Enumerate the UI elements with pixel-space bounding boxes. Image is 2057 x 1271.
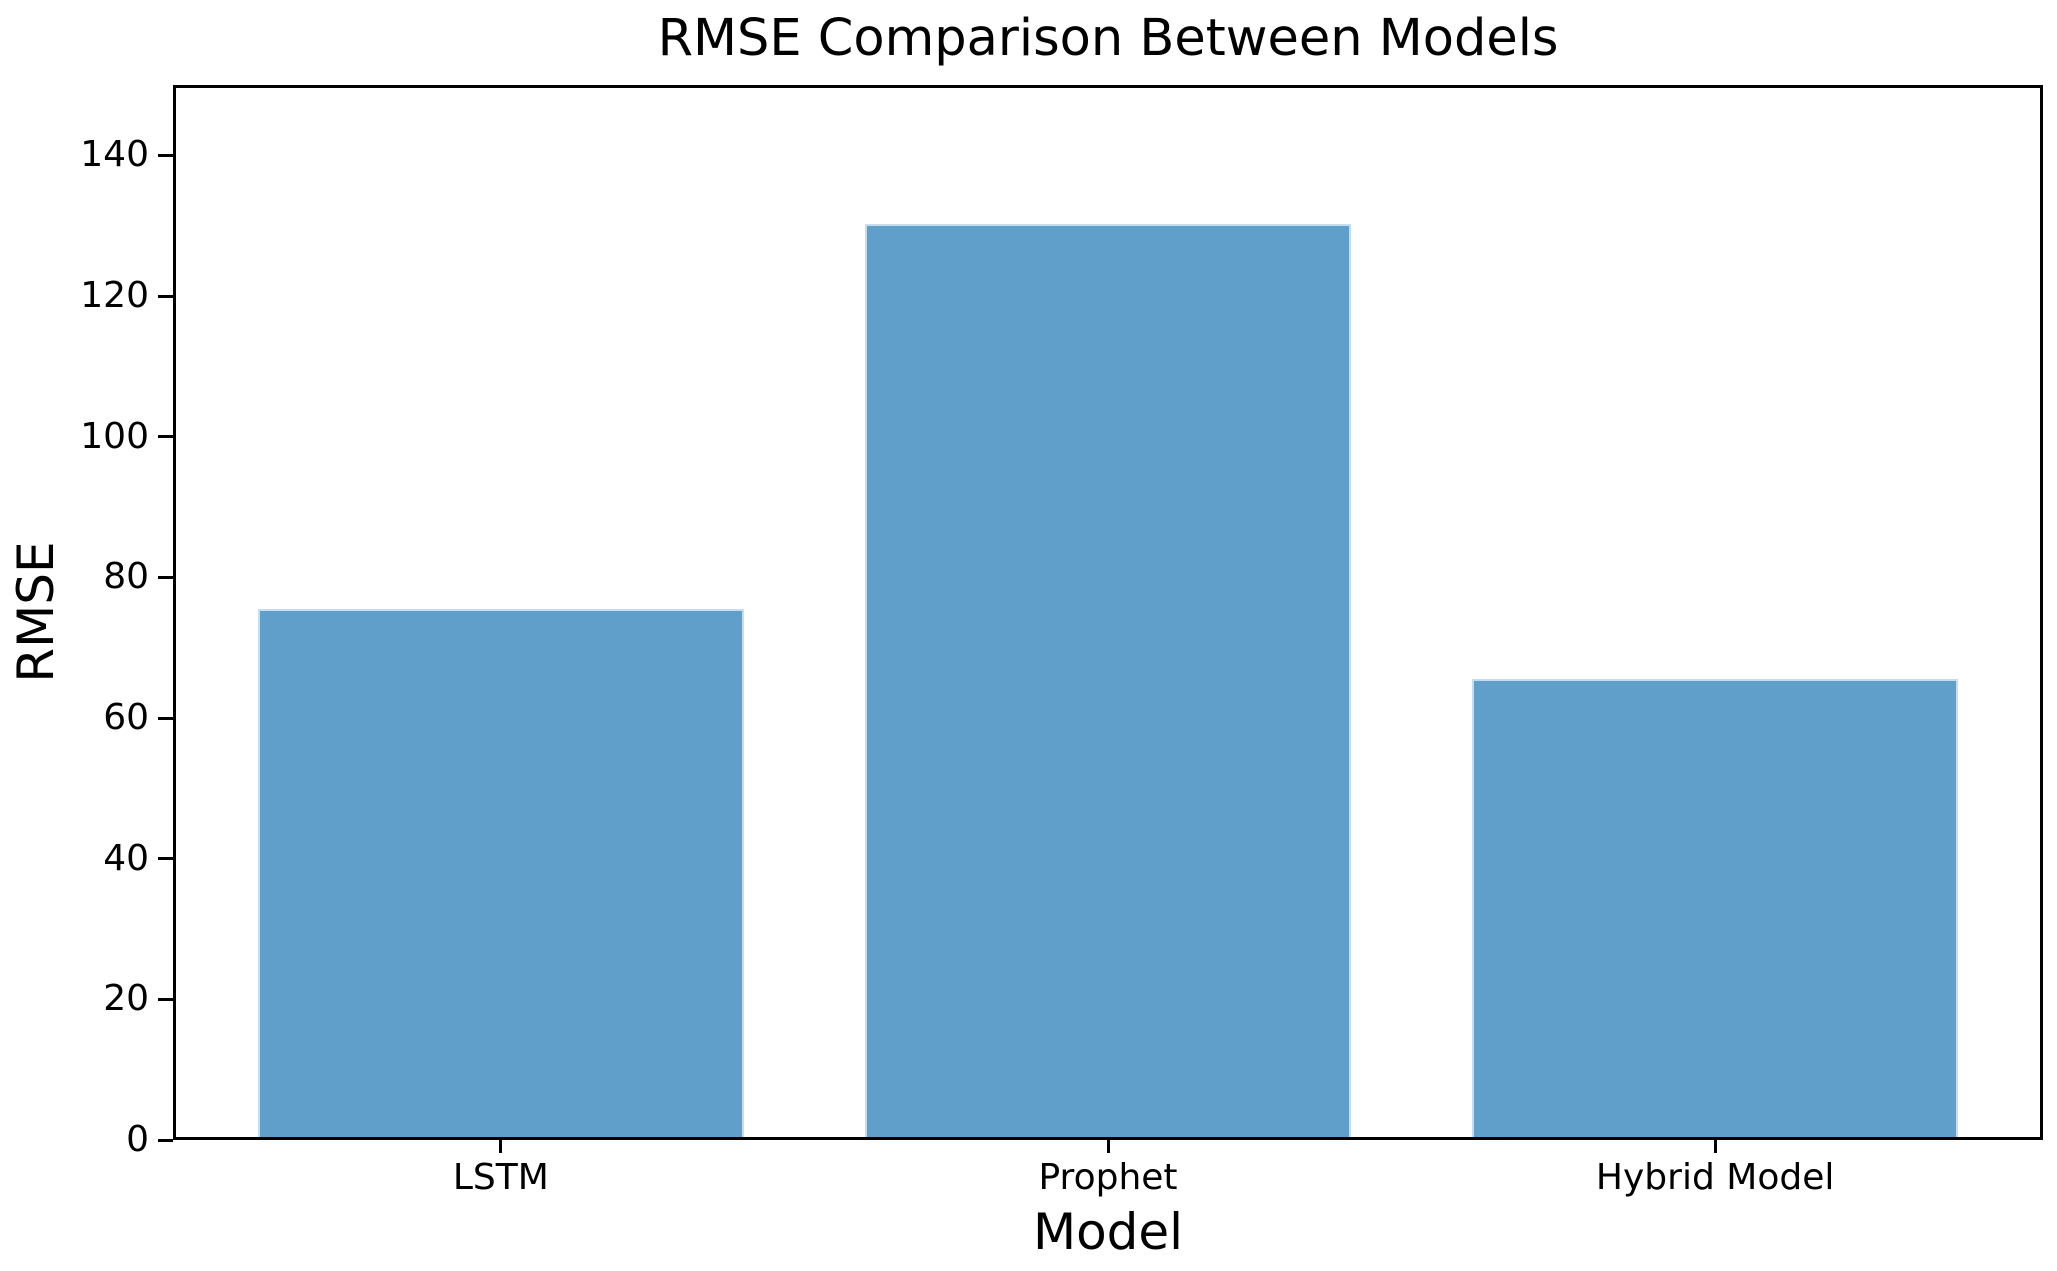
- y-tick-label-60: 60: [103, 697, 149, 738]
- y-tick-label-80: 80: [103, 556, 149, 598]
- plot-area: LSTM Prophet Hybrid Model 0 20 40 60 80 100 120 14…: [80, 85, 2043, 1196]
- y-tick-label-20: 20: [103, 978, 149, 1020]
- y-tick-label-100: 100: [80, 415, 149, 457]
- bar-hybrid-model: [1472, 679, 1958, 1140]
- y-tick-label-40: 40: [103, 837, 149, 879]
- y-tick-40: [158, 857, 173, 861]
- bar-prophet: [865, 223, 1351, 1140]
- y-tick-100: [158, 435, 173, 439]
- bar-lstm: [258, 608, 744, 1140]
- y-tick-20: [158, 997, 173, 1001]
- y-tick-label-140: 140: [80, 134, 149, 176]
- x-tick-lstm: [499, 1140, 503, 1153]
- y-tick-140: [158, 153, 173, 157]
- x-tick-prophet: [1106, 1140, 1110, 1153]
- x-axis-label: Model: [1032, 1203, 1184, 1261]
- x-tick-label-prophet: Prophet: [1038, 1157, 1178, 1198]
- x-tick-label-lstm: LSTM: [452, 1157, 549, 1198]
- y-tick-label-120: 120: [80, 275, 149, 316]
- y-tick-0: [158, 1138, 173, 1142]
- y-tick-80: [158, 575, 173, 579]
- y-axis-label: RMSE: [7, 541, 65, 683]
- x-tick-hybrid-model: [1713, 1140, 1717, 1153]
- y-tick-label-0: 0: [126, 1119, 149, 1160]
- y-tick-120: [158, 294, 173, 298]
- y-tick-60: [158, 716, 173, 720]
- chart-title: RMSE Comparison Between Models: [657, 9, 1559, 68]
- x-tick-label-hybrid-model: Hybrid Model: [1595, 1157, 1835, 1198]
